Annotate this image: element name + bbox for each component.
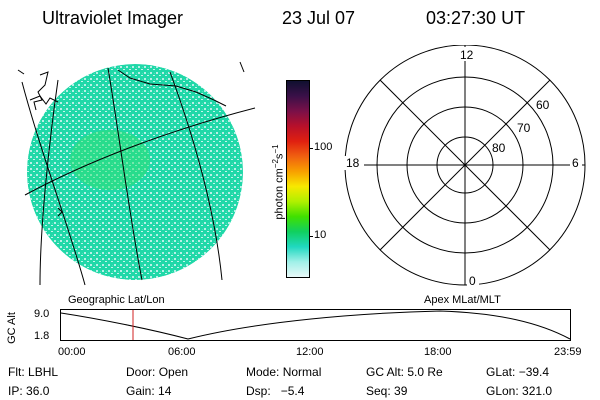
mlt-6-label: 6: [572, 156, 579, 170]
geo-grid-lines: [21, 67, 256, 286]
info-seq: Seq: 39: [366, 384, 408, 398]
intensity-colorbar: [286, 80, 310, 278]
mlat-60-label: 60: [536, 98, 550, 112]
mlt-12-label: 12: [460, 48, 474, 62]
coastline: [17, 61, 245, 217]
orbit-x-tick-0: 00:00: [58, 346, 86, 358]
colorbar-tick-100: 100: [314, 141, 333, 153]
info-gc-alt: GC Alt: 5.0 Re: [366, 365, 443, 379]
mlt-0-label: 0: [469, 274, 476, 288]
bright-region: [70, 130, 150, 190]
orbit-x-tick-2: 12:00: [296, 346, 324, 358]
polar-grid: 12 18 6 0 60 70 80: [344, 45, 586, 288]
orbit-x-tick-3: 18:00: [424, 346, 452, 358]
geographic-image: [17, 61, 256, 286]
polar-diagonal: [379, 79, 551, 251]
altitude-curve: [60, 310, 571, 340]
colorbar-tick-10: 10: [314, 229, 327, 241]
mlat-70-label: 70: [517, 121, 531, 135]
colorbar-unit-label: photon cm−2s−1: [271, 144, 286, 220]
colorbar-tick-mark: [309, 236, 313, 237]
info-flt: Flt: LBHL: [8, 365, 59, 379]
info-glat: GLat: −39.4: [486, 365, 550, 379]
orbit-axis-label: GC Alt: [6, 312, 18, 344]
info-door: Door: Open: [126, 365, 189, 379]
meridian-line: [169, 71, 223, 281]
orbit-y-bottom: 1.8: [34, 330, 50, 342]
info-gain: Gain: 14: [126, 384, 172, 398]
orbit-x-tick-4: 23:59: [554, 346, 582, 358]
geographic-caption: Geographic Lat/Lon: [68, 294, 165, 306]
info-mode: Mode: Normal: [246, 365, 322, 379]
date-label: 23 Jul 07: [282, 8, 356, 28]
mlat-80-label: 80: [492, 141, 506, 155]
colorbar-tick-mark: [309, 148, 313, 149]
meridian-line: [39, 79, 59, 286]
info-dsp: Dsp: −5.4: [246, 384, 305, 398]
orbit-axis-label-box: GC Alt: [4, 310, 20, 346]
info-glon: GLon: 321.0: [486, 384, 553, 398]
info-ip: IP: 36.0: [8, 384, 50, 398]
orbit-altitude-plot: [60, 309, 571, 341]
meridian-line: [107, 67, 143, 281]
orbit-x-tick-1: 06:00: [168, 346, 196, 358]
apex-caption: Apex MLat/MLT: [424, 294, 501, 306]
orbit-y-top: 9.0: [34, 308, 50, 320]
parallel-line: [24, 107, 256, 196]
mlt-18-label: 18: [346, 156, 360, 170]
instrument-title: Ultraviolet Imager: [42, 8, 184, 28]
time-label: 03:27:30 UT: [426, 8, 526, 28]
meridian-line: [21, 81, 86, 286]
